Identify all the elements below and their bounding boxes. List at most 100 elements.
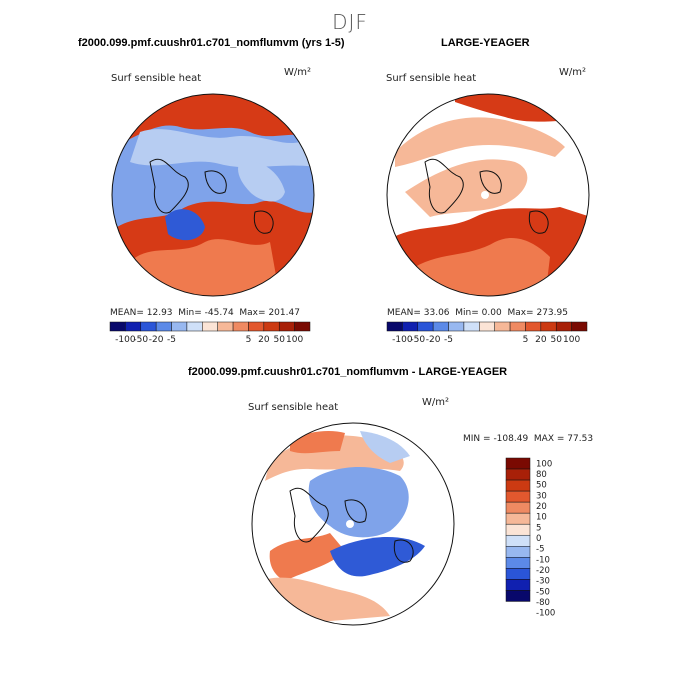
panel2-units: W/m² (559, 67, 587, 78)
panel3-colorbar-tick-label: 50 (536, 481, 547, 491)
panel3-colorbar-tick-label: 10 (536, 513, 547, 523)
panel1-colorbar-tick-label: -50 (133, 335, 148, 345)
panel3-title: f2000.099.pmf.cuushr01.c701_nomflumvm - … (188, 366, 508, 378)
panel1-colorbar-swatch (125, 321, 142, 332)
panel1-colorbar-swatch (294, 321, 311, 332)
panel3-colorbar-swatch (505, 568, 531, 580)
panel1-colorbar-swatch (109, 321, 126, 332)
panel2-pole-hole (481, 191, 489, 199)
panel2-colorbar: -100-50 -20 -5 5 20 50 100 (386, 321, 588, 345)
panel3-colorbar-tick-label: 20 (536, 502, 547, 512)
panel3-colorbar-swatch (505, 546, 531, 558)
panel1-map-border (111, 93, 315, 297)
panel2-min-value: 0.00 (481, 308, 502, 318)
panel1-colorbar-swatch (140, 321, 157, 332)
panel2-title: LARGE-YEAGER (441, 37, 530, 49)
panel1-title: f2000.099.pmf.cuushr01.c701_nomflumvm (y… (78, 37, 345, 49)
panel3-colorbar-tick-label: -50 (536, 587, 550, 597)
panel1-mean-label: MEAN= (110, 308, 144, 318)
panel2-colorbar-swatch (571, 321, 588, 332)
panel2-colorbar-swatch (555, 321, 572, 332)
panel2-colorbar-tick-label: -5 (444, 335, 453, 345)
panel2-pacific-light-band (395, 117, 565, 167)
panel2-min-label: Min= (455, 308, 479, 318)
panel2-map-border (386, 93, 590, 297)
panel1-colorbar-swatch (263, 321, 280, 332)
panel2-max-label: Max= (507, 308, 534, 318)
panel2-colorbar-tick-label: -100 (392, 335, 413, 345)
panel2-polar-map (386, 93, 590, 297)
panel3-colorbar-tick-label: -80 (536, 598, 550, 608)
panel3-colorbar-tick-label: 5 (536, 523, 541, 533)
panel3-colorbar-tick-label: -10 (536, 555, 550, 565)
panel3-pacific-cool-patch (360, 431, 410, 463)
panel3-arctic-cool-field (308, 466, 409, 538)
panel2-atlantic-mid-band (410, 238, 550, 296)
panel3-colorbar-tick-label: -20 (536, 566, 550, 576)
panel2-colorbar-swatch (540, 321, 557, 332)
panel1-colorbar-swatch (232, 321, 249, 332)
panel2-arctic-light-field (405, 159, 528, 217)
panel3-polar-map (251, 422, 455, 626)
panel1-colorbar-swatch (155, 321, 172, 332)
panel3-min-label: MIN = (463, 434, 491, 444)
panel3-units: W/m² (422, 397, 450, 408)
panel3-colorbar-tick-label: -100 (536, 609, 555, 619)
panel2-colorbar-swatch (525, 321, 542, 332)
panel1-colorbar: -100-50 -20 -5 5 20 50 100 (109, 321, 311, 345)
panel1-colorbar-swatch (186, 321, 203, 332)
panel1-max-label: Max= (239, 308, 266, 318)
panel1-coastlines (149, 158, 274, 234)
panel1-min-label: Min= (178, 308, 202, 318)
panel1-stats: MEAN= 12.93 Min= -45.74 Max= 201.47 (110, 308, 300, 318)
panel3-colorbar-swatch (505, 557, 531, 569)
panel1-variable-label: Surf sensible heat (111, 73, 202, 84)
panel3-bering-mid-patch (290, 431, 345, 454)
panel3-colorbar-tick-label: 100 (536, 459, 552, 469)
panel1-colorbar-tick-label: -100 (115, 335, 136, 345)
season-title: DJF (332, 10, 368, 34)
panel3-coastlines (289, 487, 414, 563)
panel3-colorbar-swatch (505, 457, 531, 470)
panel2-colorbar-tick-label: 20 (535, 335, 547, 345)
panel3-colorbar-swatch (505, 579, 531, 591)
panel1-greenland-cool-patch (165, 209, 205, 241)
panel3-colorbar-tick-label: 0 (536, 534, 541, 544)
panel2-colorbar-swatch (494, 321, 511, 332)
panel3-labrador-warm-patch (269, 533, 345, 581)
panel3-colorbar-swatch (505, 523, 531, 536)
panel2-variable-label: Surf sensible heat (386, 73, 477, 84)
panel2-colorbar-tick-label: -50 (410, 335, 425, 345)
panel3-colorbar-tick-label: -30 (536, 577, 550, 587)
panel3-colorbar-swatch (505, 501, 531, 514)
panel3-colorbar-swatch (505, 534, 531, 547)
panel2-mean-label: MEAN= (387, 308, 421, 318)
panel3-max-label: MAX = (533, 434, 565, 444)
panel3-min-value: -108.49 (493, 434, 529, 444)
panel3-max-value: 77.53 (567, 434, 594, 444)
panel1-colorbar-tick-label: -20 (149, 335, 164, 345)
panel1-min-value: -45.74 (204, 308, 234, 318)
panel1-colorbar-tick-label: 5 (246, 335, 252, 345)
panel3-stats: MIN = -108.49 MAX = 77.53 (463, 434, 593, 444)
panel3-colorbar-swatch (505, 590, 531, 602)
panel2-colorbar-swatch (463, 321, 480, 332)
panel2-stats: MEAN= 33.06 Min= 0.00 Max= 273.95 (387, 308, 568, 318)
panel1-colorbar-tick-label: 20 (258, 335, 270, 345)
panel3-pole-hole (346, 520, 354, 528)
panel2-coastlines (424, 158, 549, 234)
panel2-colorbar-swatch (417, 321, 434, 332)
panel1-colorbar-swatch (202, 321, 218, 332)
panel2-mean-value: 33.06 (423, 308, 450, 318)
panel1-colorbar-swatch (217, 321, 234, 332)
panel3-variable-label: Surf sensible heat (248, 402, 339, 413)
panel2-colorbar-swatch (386, 321, 403, 332)
panel1-colorbar-swatch (248, 321, 265, 332)
panel2-colorbar-tick-label: -20 (426, 335, 441, 345)
panel3-map-border (251, 422, 455, 626)
panel1-colorbar-tick-label: -5 (167, 335, 176, 345)
panel2-colorbar-swatch (509, 321, 526, 332)
panel1-colorbar-tick-label: 100 (286, 335, 303, 345)
panel1-colorbar-swatch (171, 321, 188, 332)
